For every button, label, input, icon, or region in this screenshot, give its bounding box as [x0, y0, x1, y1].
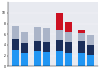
- Bar: [78, 41, 85, 53]
- Bar: [34, 27, 41, 41]
- Bar: [78, 31, 85, 33]
- Bar: [34, 51, 41, 66]
- Bar: [78, 33, 85, 41]
- Bar: [65, 22, 72, 32]
- Bar: [21, 43, 28, 53]
- Bar: [65, 53, 72, 66]
- Bar: [56, 40, 63, 51]
- Bar: [34, 41, 41, 51]
- Bar: [21, 53, 28, 66]
- Bar: [43, 52, 50, 66]
- Bar: [56, 30, 63, 40]
- Bar: [87, 55, 94, 66]
- Bar: [43, 28, 50, 42]
- Bar: [78, 53, 85, 66]
- Bar: [12, 50, 19, 66]
- Bar: [87, 45, 94, 55]
- Bar: [12, 26, 19, 39]
- Bar: [65, 42, 72, 53]
- Bar: [87, 35, 94, 45]
- Bar: [43, 42, 50, 52]
- Bar: [21, 32, 28, 43]
- Bar: [12, 39, 19, 50]
- Bar: [56, 51, 63, 66]
- Bar: [65, 32, 72, 42]
- Bar: [56, 13, 63, 30]
